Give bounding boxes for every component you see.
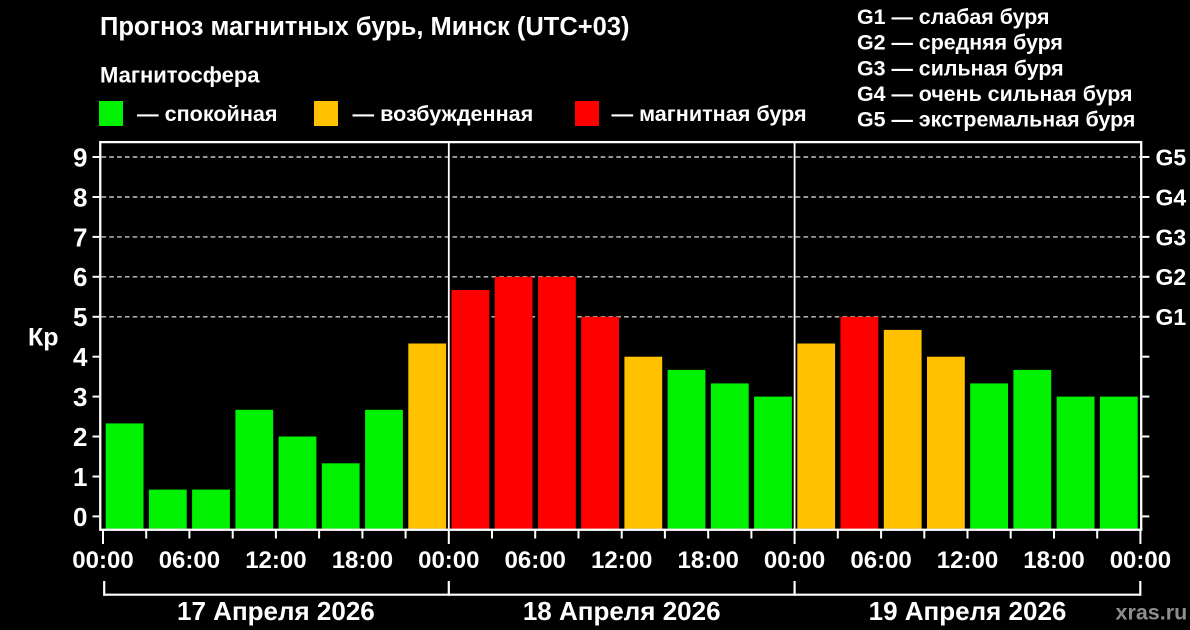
svg-text:18:00: 18:00 bbox=[332, 547, 393, 574]
svg-text:9: 9 bbox=[73, 142, 87, 172]
svg-text:18:00: 18:00 bbox=[1023, 547, 1084, 574]
svg-text:0: 0 bbox=[73, 502, 87, 532]
svg-text:G2 — средняя буря: G2 — средняя буря bbox=[857, 31, 1063, 55]
svg-text:2: 2 bbox=[73, 422, 87, 452]
svg-text:xras.ru: xras.ru bbox=[1116, 601, 1188, 625]
svg-text:— магнитная буря: — магнитная буря bbox=[612, 101, 807, 126]
svg-text:— спокойная: — спокойная bbox=[137, 101, 277, 126]
svg-text:G1: G1 bbox=[1156, 304, 1187, 330]
svg-text:Магнитосфера: Магнитосфера bbox=[100, 63, 260, 88]
svg-text:G5 — экстремальная буря: G5 — экстремальная буря bbox=[857, 108, 1135, 132]
svg-text:00:00: 00:00 bbox=[1110, 547, 1171, 574]
svg-text:06:00: 06:00 bbox=[505, 547, 566, 574]
svg-text:7: 7 bbox=[73, 222, 87, 252]
svg-text:8: 8 bbox=[73, 182, 87, 212]
svg-text:1: 1 bbox=[73, 462, 87, 492]
svg-text:17 Апреля 2026: 17 Апреля 2026 bbox=[177, 596, 375, 626]
svg-text:00:00: 00:00 bbox=[72, 547, 133, 574]
svg-text:5: 5 bbox=[73, 302, 87, 332]
svg-text:G4 — очень сильная буря: G4 — очень сильная буря bbox=[857, 82, 1133, 106]
svg-text:12:00: 12:00 bbox=[591, 547, 652, 574]
svg-text:G3 — сильная буря: G3 — сильная буря bbox=[857, 56, 1064, 80]
svg-text:Кр: Кр bbox=[28, 324, 59, 352]
svg-text:Прогноз магнитных бурь, Минск: Прогноз магнитных бурь, Минск (UTC+03) bbox=[100, 13, 630, 41]
svg-text:06:00: 06:00 bbox=[850, 547, 911, 574]
svg-text:G5: G5 bbox=[1156, 144, 1187, 170]
svg-text:12:00: 12:00 bbox=[245, 547, 306, 574]
svg-text:G1 — слабая буря: G1 — слабая буря bbox=[857, 5, 1050, 29]
svg-text:06:00: 06:00 bbox=[159, 547, 220, 574]
svg-text:3: 3 bbox=[73, 382, 87, 412]
svg-text:18 Апреля 2026: 18 Апреля 2026 bbox=[523, 596, 721, 626]
svg-text:— возбужденная: — возбужденная bbox=[353, 101, 534, 126]
svg-text:19 Апреля 2026: 19 Апреля 2026 bbox=[869, 596, 1067, 626]
svg-text:00:00: 00:00 bbox=[764, 547, 825, 574]
svg-text:G3: G3 bbox=[1156, 224, 1187, 250]
svg-text:G4: G4 bbox=[1156, 184, 1187, 210]
svg-text:12:00: 12:00 bbox=[937, 547, 998, 574]
svg-text:18:00: 18:00 bbox=[678, 547, 739, 574]
svg-text:00:00: 00:00 bbox=[418, 547, 479, 574]
svg-text:6: 6 bbox=[73, 262, 87, 292]
svg-text:4: 4 bbox=[73, 342, 88, 372]
svg-text:G2: G2 bbox=[1156, 264, 1187, 290]
